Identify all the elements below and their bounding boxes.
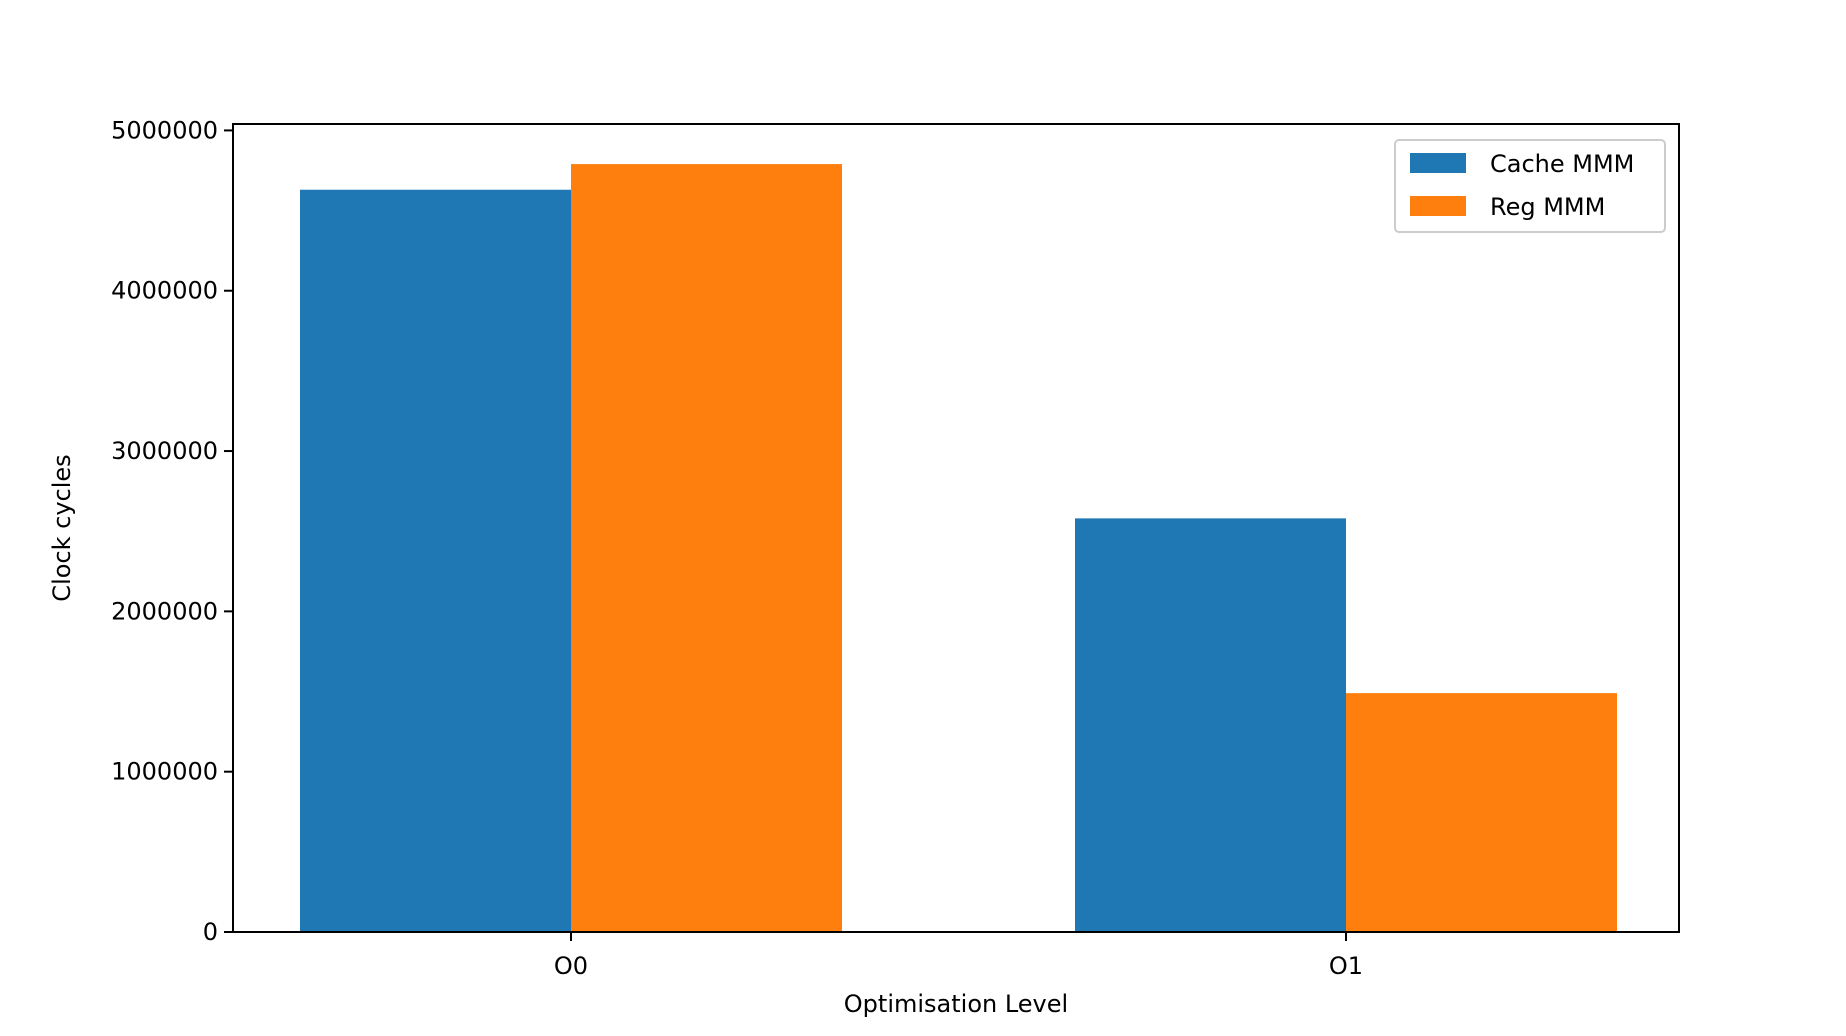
legend-swatch (1410, 196, 1466, 216)
legend-label: Cache MMM (1490, 150, 1634, 178)
y-tick-label: 0 (203, 918, 218, 946)
y-axis: 0 1000000 2000000 3000000 4000000 5000000 (111, 116, 233, 946)
y-tick-label: 4000000 (111, 277, 218, 305)
plot-frame (232, 123, 1680, 933)
bar-cache-mmm-o1 (1075, 518, 1346, 932)
y-tick-label: 1000000 (111, 758, 218, 786)
bars-group (300, 164, 1617, 933)
x-axis: O0 O1 (554, 932, 1363, 980)
x-tick-label: O1 (1329, 952, 1363, 980)
bar-reg-mmm-o1 (1346, 693, 1617, 932)
y-axis-label: Clock cycles (48, 454, 76, 601)
legend-swatch (1410, 153, 1466, 173)
bar-cache-mmm-o0 (300, 189, 571, 932)
y-tick-label: 5000000 (111, 116, 218, 144)
legend-label: Reg MMM (1490, 193, 1605, 221)
y-tick-label: 2000000 (111, 597, 218, 625)
x-axis-label: Optimisation Level (844, 990, 1068, 1018)
bar-reg-mmm-o0 (571, 164, 842, 933)
y-tick-label: 3000000 (111, 437, 218, 465)
x-tick-label: O0 (554, 952, 588, 980)
legend: Cache MMM Reg MMM (1394, 139, 1666, 233)
